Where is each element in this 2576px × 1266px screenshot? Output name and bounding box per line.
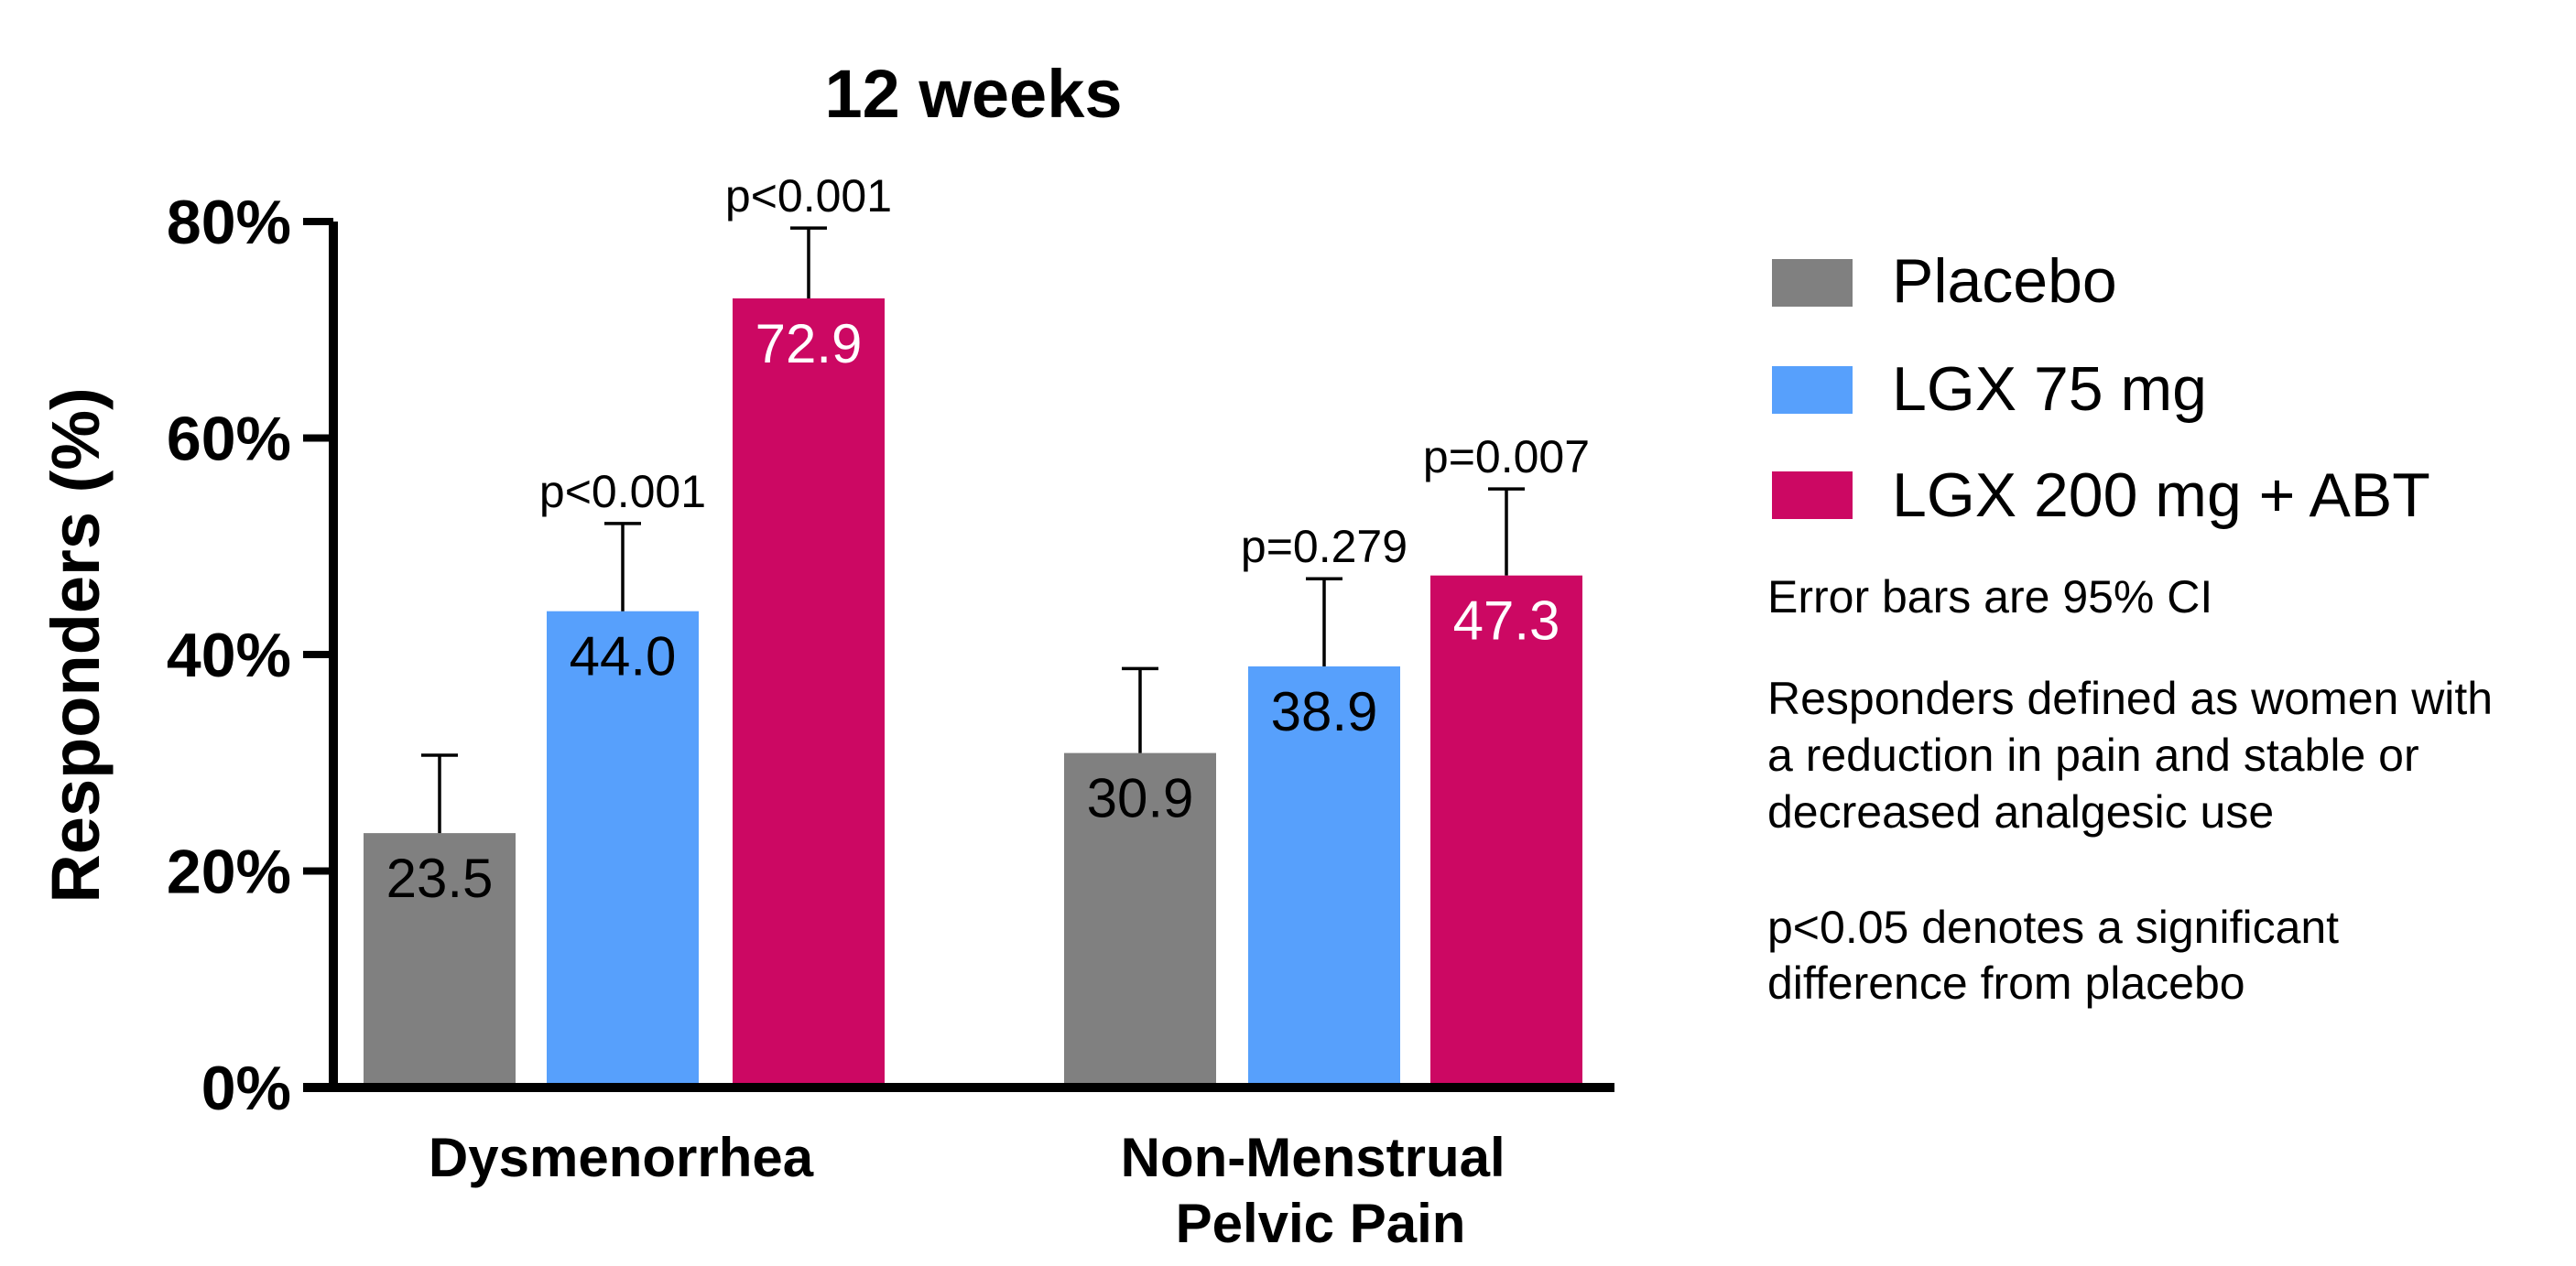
y-tick-label-60: 60% <box>167 405 291 474</box>
note-significance-line2: difference from placebo <box>1767 958 2245 1009</box>
value-label-lgx-200-mg-abt-cat1: 72.9 <box>755 313 863 374</box>
bar-lgx-75-mg-cat2 <box>1248 666 1400 1087</box>
p-value-lgx-75-mg-cat2: p=0.279 <box>1241 521 1408 572</box>
note-responders-line2: a reduction in pain and stable or <box>1767 730 2419 781</box>
x-category-label-pelvic-pain-line2: Pelvic Pain <box>1176 1193 1466 1254</box>
legend-swatch-placebo <box>1772 259 1853 307</box>
value-label-lgx-200-mg-abt-cat2: 47.3 <box>1453 590 1560 652</box>
legend-swatch-lgx-200-abt <box>1772 471 1853 519</box>
note-significance-line1: p<0.05 denotes a significant <box>1767 902 2339 953</box>
value-label-placebo-cat1: 23.5 <box>386 848 494 909</box>
y-ticks-layer: 0% 20% 40% 60% 80% <box>167 188 333 1123</box>
legend-label-lgx-200-abt: LGX 200 mg + ABT <box>1892 460 2430 530</box>
y-tick-label-80: 80% <box>167 188 291 257</box>
x-category-label-dysmenorrhea: Dysmenorrhea <box>429 1127 814 1188</box>
bars-layer <box>364 298 1582 1087</box>
legend-swatch-lgx-75 <box>1772 366 1853 414</box>
y-axis-label: Responders (%) <box>38 387 114 903</box>
note-responders-line1: Responders defined as women with <box>1767 673 2493 724</box>
value-label-lgx-75-mg-cat1: 44.0 <box>570 626 677 687</box>
error-bars-layer <box>421 226 1525 834</box>
bar-lgx-200-mg-abt-cat1 <box>733 298 885 1087</box>
x-category-label-pelvic-pain: Non-Menstrual Pelvic Pain <box>1121 1127 1521 1254</box>
note-responders-line3: decreased analgesic use <box>1767 786 2274 838</box>
p-value-lgx-200-mg-abt-cat2: p=0.007 <box>1423 431 1590 482</box>
x-category-label-pelvic-pain-line1: Non-Menstrual <box>1121 1127 1505 1188</box>
bar-placebo-cat2 <box>1064 752 1216 1087</box>
y-tick-label-0: 0% <box>201 1054 291 1123</box>
bar-placebo-cat1 <box>364 833 516 1087</box>
value-label-lgx-75-mg-cat2: 38.9 <box>1271 681 1378 742</box>
notes: Error bars are 95% CI Responders defined… <box>1767 571 2493 1009</box>
legend: Placebo LGX 75 mg LGX 200 mg + ABT <box>1772 246 2430 530</box>
legend-label-lgx-75: LGX 75 mg <box>1892 354 2207 424</box>
p-values-layer: p<0.001 p=0.279 p<0.001 p=0.007 <box>539 170 1590 572</box>
chart-title: 12 weeks <box>824 56 1122 132</box>
legend-label-placebo: Placebo <box>1892 246 2117 316</box>
value-label-placebo-cat2: 30.9 <box>1087 768 1194 829</box>
y-tick-label-20: 20% <box>167 838 291 907</box>
p-value-lgx-75-mg-cat1: p<0.001 <box>539 466 706 517</box>
note-error-bars: Error bars are 95% CI <box>1767 571 2212 622</box>
p-value-lgx-200-mg-abt-cat1: p<0.001 <box>725 170 892 222</box>
y-tick-label-40: 40% <box>167 621 291 690</box>
bar-lgx-200-mg-abt-cat2 <box>1430 575 1582 1087</box>
bar-lgx-75-mg-cat1 <box>547 611 699 1087</box>
bar-labels-layer: 23.5 30.9 44.0 38.9 72.9 47.3 <box>386 313 1560 909</box>
